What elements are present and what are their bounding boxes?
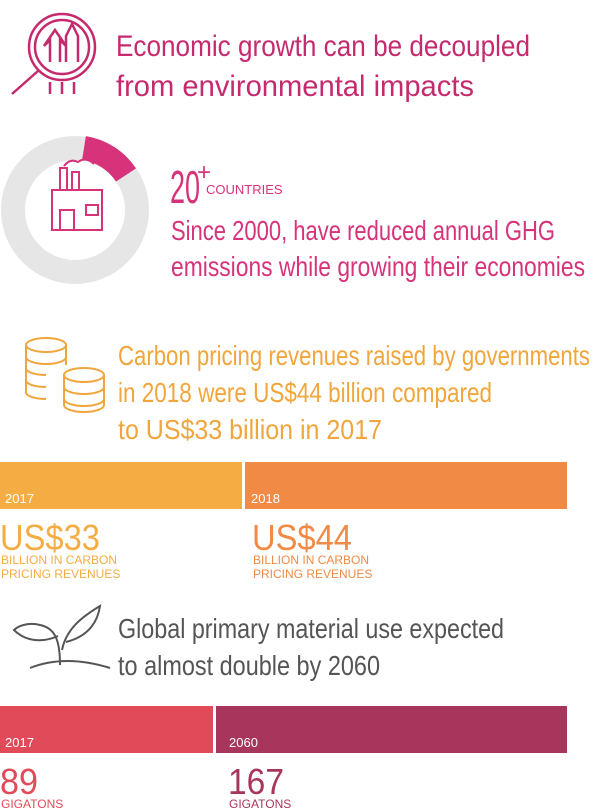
title-line: from environmental impacts	[116, 70, 474, 103]
year-bar	[245, 462, 567, 509]
material-text: Global primary material use expected	[118, 613, 504, 644]
donut	[1, 136, 149, 284]
growth-icon	[11, 12, 97, 95]
bar-note: BILLION IN CARBON	[1, 553, 117, 567]
carbon-text: in 2018 were US$44 billion compared	[118, 377, 492, 408]
carbon-text: Carbon pricing revenues raised by govern…	[118, 340, 590, 371]
bar-year: 2060	[229, 735, 258, 750]
stat-suffix: +	[197, 159, 211, 186]
year-bar	[0, 462, 242, 509]
stat-unit: COUNTRIES	[206, 182, 283, 197]
bar-note: BILLION IN CARBON	[253, 553, 369, 567]
bar-amount: US$44	[252, 517, 352, 558]
bar-year: 2018	[251, 491, 280, 506]
bar-unit: GIGATONS	[229, 797, 291, 811]
bar-amount: 167	[228, 761, 284, 802]
coins-icon	[25, 337, 105, 413]
factory-icon	[51, 158, 103, 231]
bar-amount: US$33	[0, 517, 100, 558]
bar-note: PRICING REVENUES	[1, 567, 120, 581]
year-bar	[0, 706, 213, 753]
stat-value: 20	[170, 161, 200, 213]
bar-year: 2017	[5, 735, 34, 750]
bar-unit: GIGATONS	[1, 797, 63, 811]
bar-amount: 89	[0, 761, 38, 802]
bar-note: PRICING REVENUES	[253, 567, 372, 581]
year-bar	[216, 706, 567, 753]
stat-description: Since 2000, have reduced annual GHG	[171, 215, 555, 246]
plant-icon	[12, 604, 111, 669]
stat-description: emissions while growing their economies	[171, 251, 585, 282]
carbon-text: to US$33 billion in 2017	[118, 414, 382, 445]
bar-year: 2017	[5, 491, 34, 506]
title-line: Economic growth can be decoupled	[116, 30, 530, 63]
material-text: to almost double by 2060	[118, 650, 380, 681]
